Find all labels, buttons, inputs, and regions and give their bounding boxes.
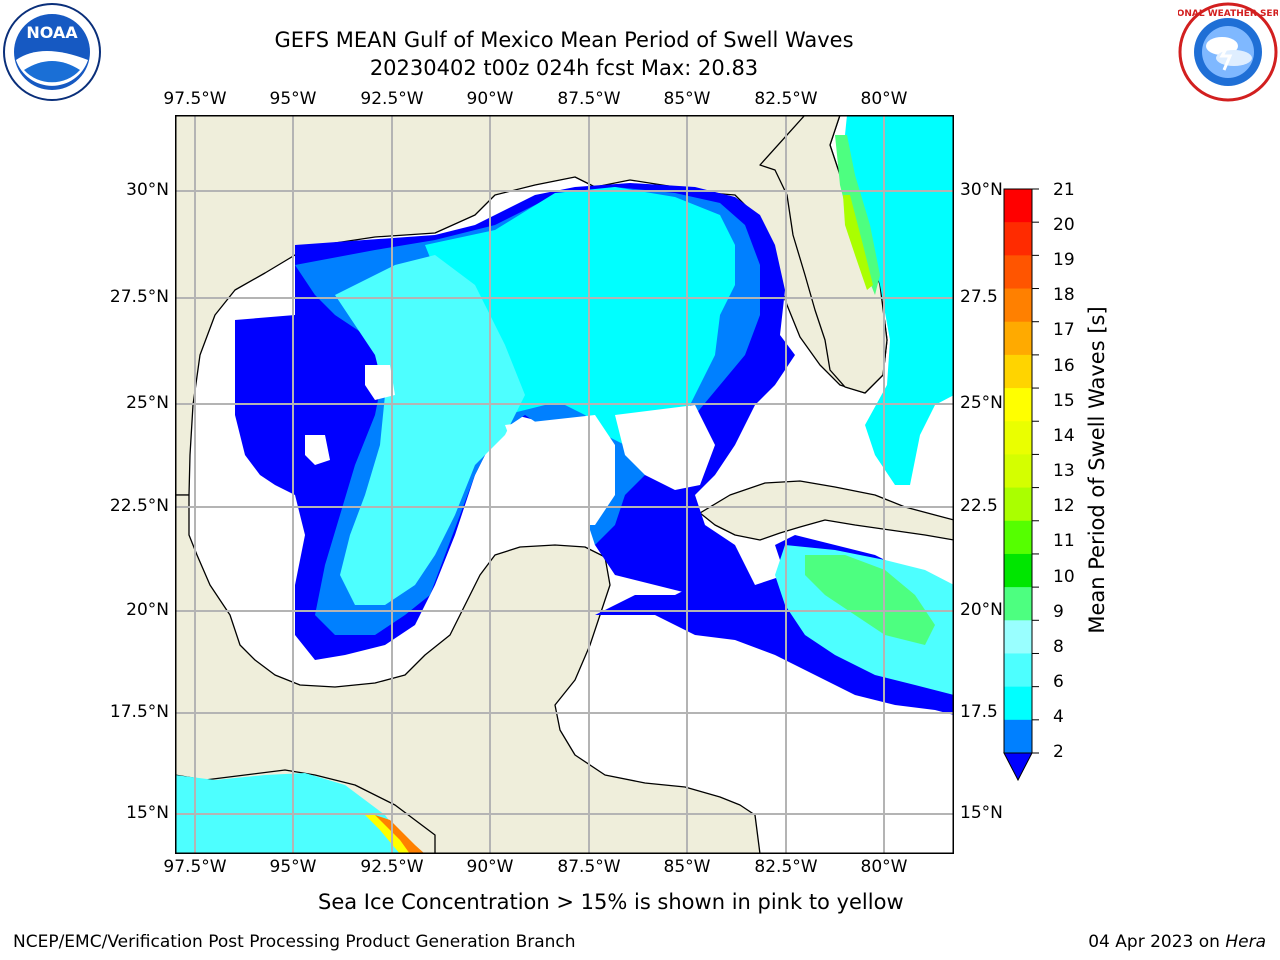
colorbar-segment: [1004, 289, 1032, 323]
colorbar-segment: [1004, 687, 1032, 721]
colorbar-tick-label: 12: [1053, 496, 1075, 516]
lat-label-left: 25°N: [97, 393, 169, 413]
colorbar-tick-label: 9: [1053, 602, 1064, 622]
colorbar-tick-label: 19: [1053, 250, 1075, 270]
colorbar-title: Mean Period of Swell Waves [s]: [1085, 306, 1109, 633]
footer-right: 04 Apr 2023 on Hera: [1088, 932, 1266, 952]
lon-label-top: 80°W: [861, 89, 908, 109]
lat-label-left: 27.5°N: [97, 287, 169, 307]
colorbar-tick-label: 4: [1053, 707, 1064, 727]
footer-system: Hera: [1225, 932, 1266, 952]
colorbar-ticks: [1032, 189, 1039, 753]
chart-title-line2: 20230402 t00z 024h fcst Max: 20.83: [0, 55, 1128, 81]
colorbar-segment: [1004, 255, 1032, 289]
footer-left: NCEP/EMC/Verification Post Processing Pr…: [13, 932, 576, 952]
lat-label-left: 22.5°N: [97, 496, 169, 516]
colorbar: [995, 180, 1055, 790]
noaa-logo-text: NOAA: [26, 23, 78, 42]
lon-label-bottom: 95°W: [270, 857, 317, 877]
colorbar-tick-label: 18: [1053, 285, 1075, 305]
lon-label-top: 97.5°W: [163, 89, 226, 109]
lon-label-bottom: 90°W: [467, 857, 514, 877]
colorbar-tick-label: 14: [1053, 426, 1075, 446]
colorbar-segment: [1004, 554, 1032, 588]
lon-label-bottom: 82.5°W: [754, 857, 817, 877]
colorbar-tick-label: 13: [1053, 461, 1075, 481]
lon-label-bottom: 87.5°W: [557, 857, 620, 877]
colorbar-segment: [1004, 720, 1032, 754]
lat-label-right: 15°N: [960, 803, 1003, 823]
colorbar-tick-label: 20: [1053, 215, 1075, 235]
lon-label-top: 85°W: [664, 89, 711, 109]
lon-label-top: 95°W: [270, 89, 317, 109]
nws-logo-text: NATIONAL WEATHER SERVICE: [1178, 9, 1278, 19]
lon-label-top: 90°W: [467, 89, 514, 109]
colorbar-segments: [1004, 189, 1032, 754]
lon-label-top: 82.5°W: [754, 89, 817, 109]
colorbar-tick-label: 6: [1053, 672, 1064, 692]
chart-title-line1: GEFS MEAN Gulf of Mexico Mean Period of …: [0, 27, 1128, 53]
lon-label-bottom: 80°W: [861, 857, 908, 877]
colorbar-tick-label: 16: [1053, 356, 1075, 376]
lat-label-left: 15°N: [97, 803, 169, 823]
lat-label-right: 17.5: [960, 702, 998, 722]
colorbar-tick-label: 17: [1053, 320, 1075, 340]
colorbar-tick-label: 2: [1053, 742, 1064, 762]
colorbar-under-triangle: [1004, 753, 1032, 780]
colorbar-segment: [1004, 421, 1032, 455]
colorbar-segment: [1004, 454, 1032, 488]
colorbar-segment: [1004, 189, 1032, 223]
colorbar-tick-label: 15: [1053, 391, 1075, 411]
map-panel: [175, 115, 954, 854]
lon-label-top: 92.5°W: [360, 89, 423, 109]
colorbar-tick-label: 10: [1053, 567, 1075, 587]
lat-label-right: 22.5: [960, 496, 998, 516]
footer-date: 04 Apr 2023 on: [1088, 932, 1220, 952]
colorbar-segment: [1004, 355, 1032, 389]
colorbar-segment: [1004, 388, 1032, 422]
colorbar-segment: [1004, 222, 1032, 256]
lon-label-bottom: 92.5°W: [360, 857, 423, 877]
colorbar-segment: [1004, 488, 1032, 522]
lat-label-left: 30°N: [97, 180, 169, 200]
colorbar-tick-label: 21: [1053, 180, 1075, 200]
lon-label-top: 87.5°W: [557, 89, 620, 109]
nws-logo: NATIONAL WEATHER SERVICE: [1178, 2, 1278, 102]
lon-label-bottom: 97.5°W: [163, 857, 226, 877]
colorbar-segment: [1004, 587, 1032, 621]
lat-label-left: 17.5°N: [97, 702, 169, 722]
sea-ice-note: Sea Ice Concentration > 15% is shown in …: [318, 890, 904, 914]
lon-label-bottom: 85°W: [664, 857, 711, 877]
lat-label-left: 20°N: [97, 600, 169, 620]
colorbar-segment: [1004, 322, 1032, 356]
colorbar-segment: [1004, 653, 1032, 687]
colorbar-segment: [1004, 521, 1032, 555]
colorbar-segment: [1004, 620, 1032, 654]
colorbar-tick-label: 8: [1053, 637, 1064, 657]
lat-label-right: 27.5: [960, 287, 998, 307]
colorbar-tick-label: 11: [1053, 531, 1075, 551]
noaa-logo: NOAA: [2, 2, 102, 102]
